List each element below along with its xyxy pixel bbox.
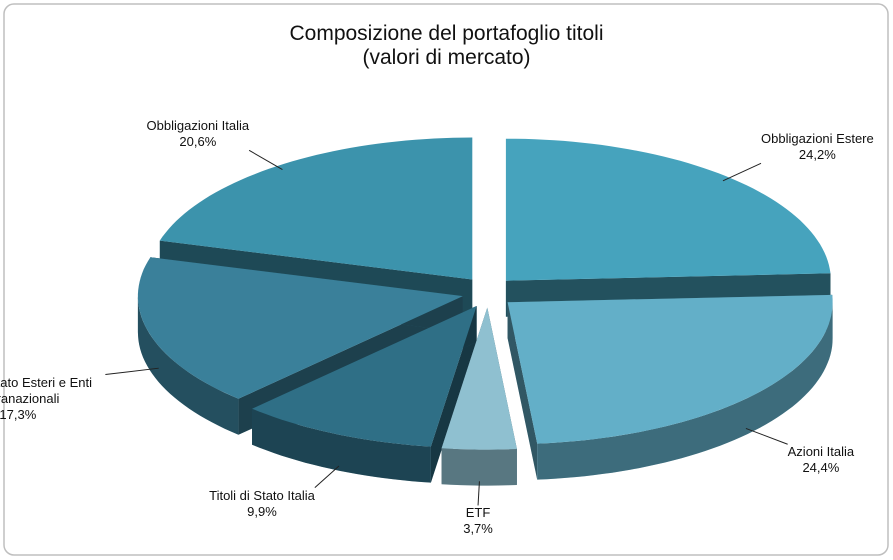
data-label: ETF 3,7% (463, 505, 493, 537)
data-label: Titoli di Stato Esteri e Enti sovranazio… (0, 375, 105, 423)
label-name: Titoli di Stato Italia (209, 487, 315, 503)
leader-line (745, 427, 788, 445)
slice (252, 306, 477, 447)
label-value: 17,3% (0, 406, 37, 422)
leader-line (722, 162, 762, 182)
slice (505, 138, 831, 281)
label-name: Azioni Italia (787, 444, 855, 460)
label-name: Titoli di Stato Esteri e Enti sovranazio… (0, 374, 93, 406)
label-name: ETF (465, 505, 491, 521)
slice (441, 307, 517, 450)
slice-side-shade (507, 302, 538, 480)
slice-wall (441, 448, 517, 486)
slice-wall (137, 296, 239, 435)
label-name: Obbligazioni Italia (146, 118, 250, 134)
label-value: 20,6% (179, 134, 217, 150)
label-value: 3,7% (463, 521, 493, 537)
leader-line (477, 481, 480, 506)
slice-wall-shade (537, 302, 833, 480)
slice-wall-shade (441, 448, 517, 486)
leader-line (105, 367, 159, 376)
label-value: 24,4% (802, 460, 840, 476)
slice-side-shade (430, 306, 477, 483)
data-label: Azioni Italia 24,4% (788, 444, 854, 476)
label-name: Obbligazioni Estere (761, 131, 874, 147)
slice (159, 137, 473, 280)
chart-title: Composizione del portafoglio titoli (289, 22, 604, 45)
data-label: Obbligazioni Italia 20,6% (147, 118, 250, 150)
data-label: Obbligazioni Estere 24,2% (761, 131, 874, 163)
slice-wall-shade (252, 408, 431, 483)
label-value: 24,2% (798, 147, 836, 163)
leader-line (248, 149, 283, 171)
leader-line (314, 465, 340, 489)
slice (507, 294, 833, 444)
slice-wall (252, 408, 431, 483)
slice-wall-shade (137, 296, 239, 435)
slice (137, 257, 463, 399)
data-label: Titoli di Stato Italia 9,9% (209, 488, 315, 520)
label-value: 9,9% (247, 503, 277, 519)
chart-subtitle: (valori di mercato) (362, 46, 531, 69)
slice-wall (537, 302, 833, 480)
